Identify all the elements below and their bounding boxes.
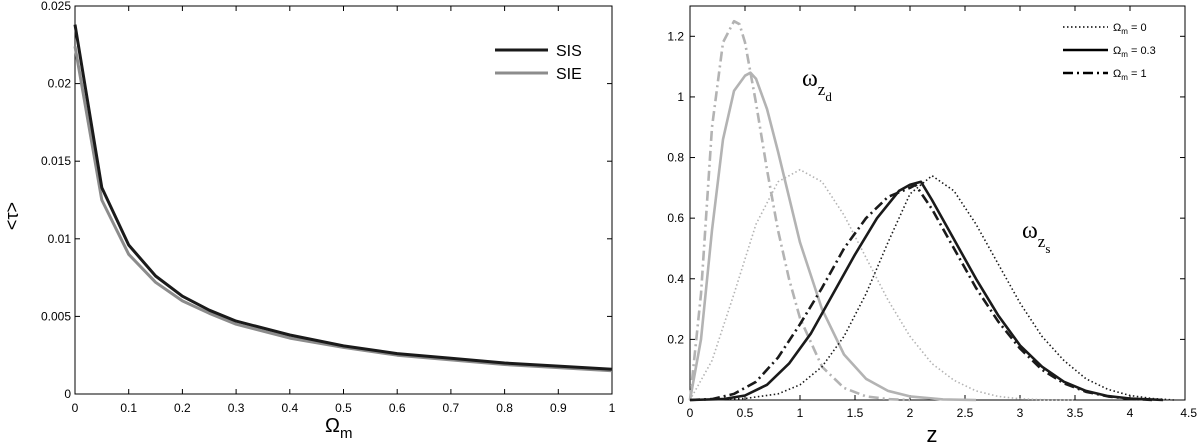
right-y-tick-label: 0.6 <box>667 211 684 225</box>
right-y-tick-label: 1.2 <box>667 29 684 43</box>
legend-label-om1: Ωm = 1 <box>1113 68 1147 82</box>
right-y-tick-label: 0.2 <box>667 332 684 346</box>
legend-om1-suffix: = 1 <box>1128 68 1147 80</box>
right-y-tick-label: 0.4 <box>667 272 684 286</box>
left-x-tick-label: 0.3 <box>228 401 245 415</box>
left-y-tick-label: 0.02 <box>48 77 72 91</box>
left-plot-frame <box>74 5 613 395</box>
series-line-zs-dashdot <box>689 183 1153 402</box>
series-line-sie <box>73 46 613 373</box>
left-y-tick-label: 0.005 <box>41 309 71 323</box>
left-x-tick-label: 0 <box>72 401 79 415</box>
legend-label-sis: SIS <box>556 43 582 60</box>
right-x-tick-label: 2.5 <box>957 406 974 420</box>
right-x-tick-label: 3 <box>1017 406 1024 420</box>
left-y-tick-label: 0.015 <box>41 154 71 168</box>
annotation-zd-z: z <box>818 80 826 99</box>
left-x-tick-label: 0.1 <box>120 401 137 415</box>
right-x-tick-label: 2 <box>907 406 914 420</box>
series-line-sis <box>73 24 613 371</box>
annotation-omega-zd: ωzd <box>802 66 832 104</box>
right-legend: Ωm = 0 Ωm = 0.3 Ωm = 1 <box>1063 22 1156 82</box>
left-x-tick-label: 0.7 <box>443 401 460 415</box>
right-chart: 0 0.5 1 1.5 2 2.5 3 3.5 4 4.500.20.40.60.811.2 z … <box>667 5 1197 443</box>
left-x-axis-label-main: Ω <box>325 415 340 437</box>
legend-om0-suffix: = 0 <box>1128 22 1147 34</box>
legend-label-om03: Ωm = 0.3 <box>1113 45 1156 59</box>
legend-om03-prefix: Ω <box>1113 45 1121 57</box>
series-line-zd-solid <box>688 71 977 402</box>
left-x-tick-label: 1 <box>609 401 616 415</box>
legend-om0-sub: m <box>1121 27 1128 36</box>
annotation-omega-zs: ωzs <box>1022 218 1050 256</box>
right-x-tick-label: 1.5 <box>847 406 864 420</box>
legend-om1-sub: m <box>1121 73 1128 82</box>
annotation-zd-d: d <box>825 89 832 104</box>
right-x-tick-label: 3.5 <box>1067 406 1084 420</box>
right-plot-frame <box>689 5 1186 401</box>
left-y-axis-label: <τ> <box>2 202 22 230</box>
annotation-zd-omega: ω <box>802 66 818 92</box>
series-line-zd-dotted <box>689 168 1076 401</box>
right-ticks <box>689 6 1186 401</box>
left-x-tick-label: 0.6 <box>389 401 406 415</box>
legend-om03-suffix: = 0.3 <box>1128 45 1156 57</box>
legend-label-sie: SIE <box>556 66 582 83</box>
left-y-tick-label: 0.01 <box>48 232 72 246</box>
right-x-tick-label: 0.5 <box>737 406 754 420</box>
left-x-axis-label-sub: m <box>340 425 353 442</box>
left-x-tick-label: 0.9 <box>550 401 567 415</box>
legend-om0-prefix: Ω <box>1113 22 1121 34</box>
series-line-zs-dotted <box>689 174 1175 401</box>
left-x-tick-label: 0.2 <box>174 401 191 415</box>
annotation-zs-s: s <box>1045 241 1050 256</box>
annotation-zs-z: z <box>1038 232 1046 251</box>
legend-label-om0: Ωm = 0 <box>1113 22 1147 36</box>
right-x-tick-label: 4.5 <box>1180 406 1197 420</box>
right-x-tick-label: 4 <box>1127 406 1134 420</box>
left-x-tick-label: 0.5 <box>335 401 352 415</box>
left-legend: SIS SIE <box>495 43 582 83</box>
right-x-tick-label: 1 <box>797 406 804 420</box>
left-tick-labels: 0 0.1 0.2 0.3 0.4 0.5 0.6 0.7 0.8 0.9 1 0 0.005 0.01 0… <box>41 0 616 415</box>
left-x-tick-label: 0.4 <box>281 401 298 415</box>
annotation-zs-omega: ω <box>1022 218 1038 244</box>
right-y-tick-label: 0.8 <box>667 151 684 165</box>
left-x-axis-label: Ωm <box>325 415 352 442</box>
series-line-zd-dashdot <box>688 19 911 402</box>
right-y-tick-label: 1 <box>677 90 684 104</box>
right-x-axis-label: z <box>927 422 938 443</box>
left-series-group <box>73 24 613 373</box>
series-line-zs-solid <box>689 180 1164 402</box>
left-x-tick-label: 0.8 <box>496 401 513 415</box>
left-y-tick-label: 0 <box>64 387 71 401</box>
right-tick-labels: 0 0.5 1 1.5 2 2.5 3 3.5 4 4.5 0 0.2 0.4 0.6 0.8 1 1.2 <box>667 29 1197 420</box>
left-y-tick-label: 0.025 <box>41 0 71 13</box>
left-ticks <box>74 5 613 395</box>
right-x-tick-label: 0 <box>687 406 694 420</box>
legend-om03-sub: m <box>1121 50 1128 59</box>
right-y-tick-label: 0 <box>677 393 684 407</box>
legend-om1-prefix: Ω <box>1113 68 1121 80</box>
right-series-group <box>688 19 1175 402</box>
left-chart: 0 0.1 0.2 0.3 0.4 0.5 0.6 0.7 0.8 0.9 1 0 0.005 0.01 0… <box>2 0 616 442</box>
